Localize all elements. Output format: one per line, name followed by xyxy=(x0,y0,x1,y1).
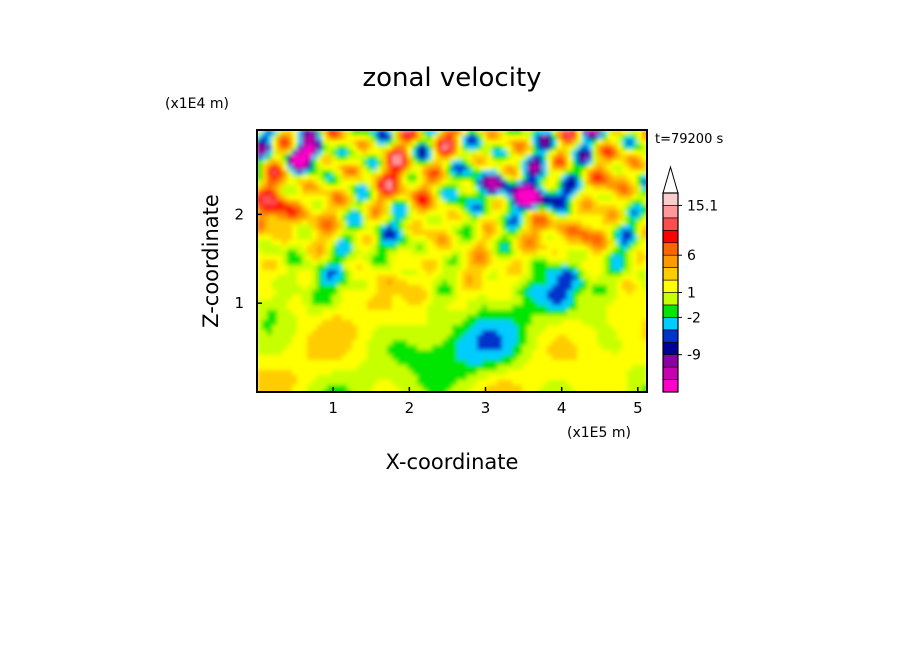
colorbar-swatch xyxy=(662,329,679,343)
colorbar-swatch xyxy=(662,317,679,331)
x-tick-label: 3 xyxy=(481,399,491,417)
chart-title: zonal velocity xyxy=(362,63,541,93)
colorbar-swatch xyxy=(662,292,679,306)
colorbar-swatch xyxy=(662,279,679,293)
colorbar-swatch xyxy=(662,192,679,206)
x-tick-label: 2 xyxy=(405,399,415,417)
contour-field xyxy=(257,130,647,392)
colorbar-swatch xyxy=(662,230,679,244)
x-axis: 1 2 3 4 5 xyxy=(328,387,643,417)
colorbar-label: -2 xyxy=(687,310,701,326)
colorbar-swatch xyxy=(662,217,679,231)
x-tick-label: 4 xyxy=(557,399,567,417)
colorbar-swatch xyxy=(662,354,679,368)
x-tick-label: 5 xyxy=(633,399,643,417)
y-tick-label: 1 xyxy=(234,294,244,312)
colorbar-swatch xyxy=(662,379,679,393)
y-tick-label: 2 xyxy=(234,205,244,223)
colorbar-swatch xyxy=(662,304,679,318)
colorbar-swatch xyxy=(662,242,679,256)
colorbar-label: -9 xyxy=(687,348,701,364)
y-axis-label: Z-coordinate xyxy=(199,194,223,328)
colorbar-extend-arrow xyxy=(662,165,679,194)
colorbar-label: 15.1 xyxy=(687,198,718,214)
x-tick-label: 1 xyxy=(328,399,338,417)
colorbar-swatch xyxy=(662,205,679,219)
time-label: t=79200 s xyxy=(655,132,723,147)
y-axis: 12 xyxy=(234,205,262,312)
y-unit-label: (x1E4 m) xyxy=(165,96,229,112)
x-unit-label: (x1E5 m) xyxy=(567,425,631,441)
x-axis-label: X-coordinate xyxy=(386,450,519,474)
colorbar-label: 6 xyxy=(687,248,696,264)
colorbar-swatch xyxy=(662,366,679,380)
plot-frame xyxy=(256,129,648,393)
colorbar-swatch xyxy=(662,254,679,268)
colorbar-label: 1 xyxy=(687,286,696,302)
colorbar-swatch xyxy=(662,341,679,355)
colorbar: 15.1 6 1 -2 -9 xyxy=(662,165,718,393)
colorbar-swatch xyxy=(662,267,679,281)
